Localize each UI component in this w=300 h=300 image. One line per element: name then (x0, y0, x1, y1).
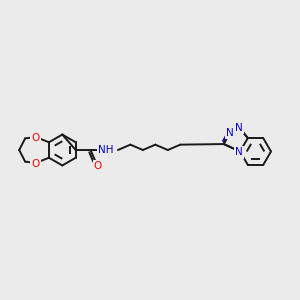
Text: N: N (235, 123, 243, 133)
Text: N: N (235, 148, 243, 158)
Text: N: N (226, 128, 234, 138)
Text: O: O (32, 133, 40, 143)
Text: NH: NH (98, 146, 113, 155)
Text: O: O (32, 159, 40, 169)
Text: O: O (94, 161, 102, 172)
